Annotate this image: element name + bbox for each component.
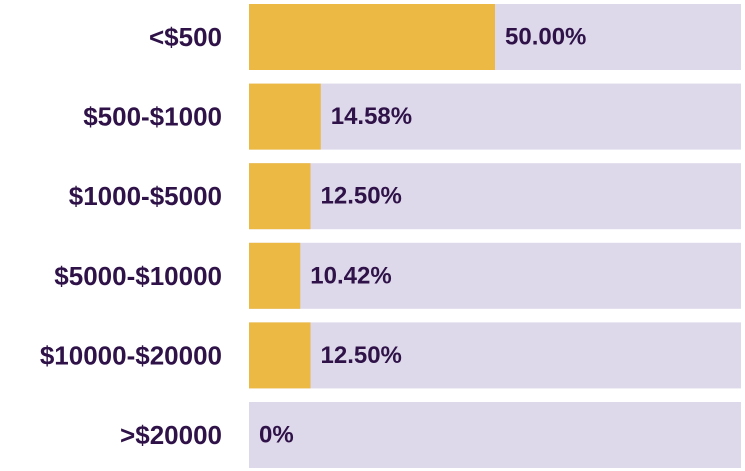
value-label: 10.42% xyxy=(310,262,391,289)
bar xyxy=(249,4,495,70)
bar-track xyxy=(249,242,741,309)
value-label: 0% xyxy=(259,422,294,449)
category-label: $1000-$5000 xyxy=(69,181,222,211)
bar xyxy=(249,163,311,230)
bar-track xyxy=(249,322,741,389)
category-label: <$500 xyxy=(149,22,222,52)
value-label: 12.50% xyxy=(321,183,402,210)
category-label: $10000-$20000 xyxy=(40,340,222,370)
value-label: 50.00% xyxy=(505,24,586,51)
category-label: $500-$1000 xyxy=(83,102,222,132)
bar xyxy=(249,322,311,389)
category-label: $5000-$10000 xyxy=(54,261,222,291)
bar xyxy=(249,242,301,309)
value-label: 12.50% xyxy=(321,342,402,369)
bar xyxy=(249,83,321,150)
value-label: 14.58% xyxy=(331,103,412,130)
bar-track xyxy=(249,163,741,230)
bar-track xyxy=(249,83,741,150)
bar-track xyxy=(249,402,741,468)
category-label: >$20000 xyxy=(120,420,222,450)
